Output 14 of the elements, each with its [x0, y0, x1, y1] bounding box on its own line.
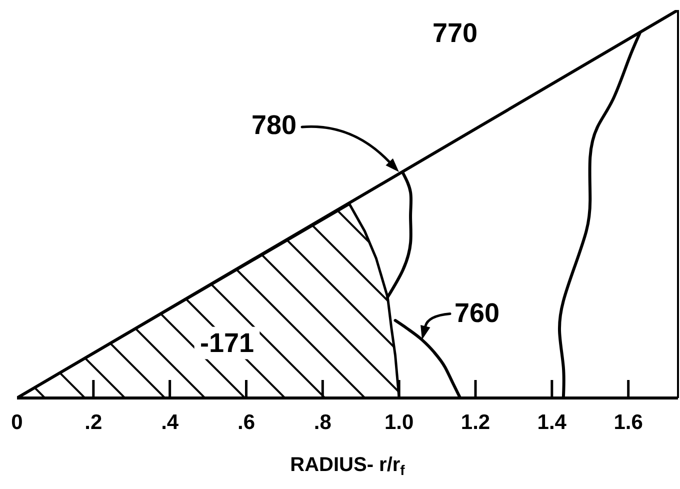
annotation: 780 [251, 110, 297, 140]
x-tick-label: .4 [161, 411, 179, 434]
x-tick-label: 0 [11, 411, 23, 434]
x-tick-label: .2 [84, 411, 102, 434]
x-tick-label: 1.0 [384, 411, 414, 434]
x-tick-label: 1.6 [614, 411, 643, 434]
x-tick-label: .6 [237, 411, 256, 434]
annotation: -171 [200, 328, 254, 358]
x-tick-label: .8 [314, 411, 332, 434]
annotation: 760 [454, 298, 500, 328]
x-tick-label: 1.2 [460, 411, 490, 434]
x-tick-label: 1.4 [537, 411, 567, 434]
x-axis-title: RADIUS- r/r$_{f}$ [290, 454, 406, 478]
annotation: 770 [432, 18, 478, 48]
